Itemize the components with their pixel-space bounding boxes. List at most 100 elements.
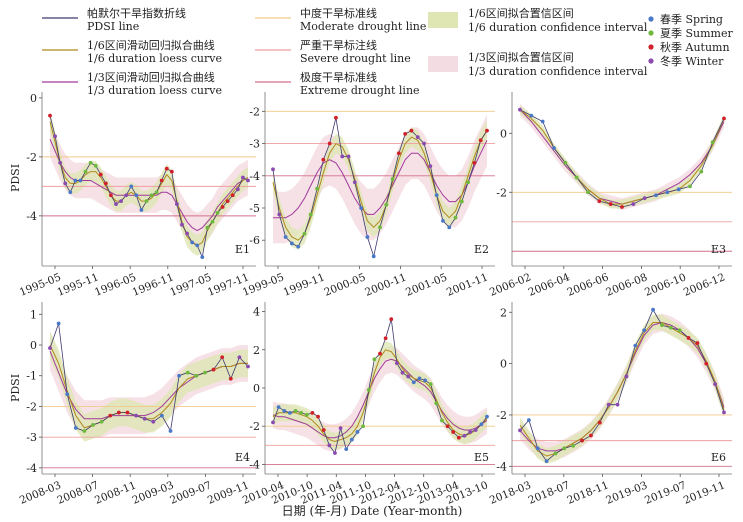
panel-id-label: E3 <box>711 243 726 256</box>
pdsi-point <box>144 199 149 204</box>
pdsi-point <box>53 134 57 139</box>
pdsi-point <box>205 225 210 230</box>
loess-1-3-curve <box>273 140 488 219</box>
ci-band-1-3 <box>520 103 724 210</box>
pdsi-point <box>688 184 692 189</box>
pdsi-point <box>56 321 61 326</box>
pdsi-point <box>83 169 88 174</box>
pdsi-point <box>478 138 483 143</box>
y-axis-label-top: PDSI <box>9 164 22 192</box>
x-tick-label: 2019-11 <box>682 479 727 506</box>
pdsi-point <box>589 433 593 438</box>
legend-label-en: PDSI line <box>87 20 139 33</box>
legend-label-zh: 1/3区间滑动回归拟合曲线 <box>87 70 215 84</box>
legend-label-zh: 极度干旱标准线 <box>300 70 377 84</box>
y-tick-label: -6 <box>249 234 260 247</box>
pdsi-point <box>642 196 647 201</box>
pdsi-point <box>185 370 190 375</box>
pdsi-point <box>160 413 164 418</box>
chart-panels: 0 -2 -4 1995-051995-111996-051996-111997-05… <box>18 92 732 507</box>
ci-band-1-6 <box>50 331 248 442</box>
pdsi-point <box>327 443 332 448</box>
pdsi-point <box>203 370 207 375</box>
ci-band-1-3 <box>273 114 487 244</box>
pdsi-point <box>615 402 620 407</box>
pdsi-point <box>580 438 584 443</box>
panel-e3: 0 -2 2006-022006-042006-062006-082006-1020… <box>488 92 732 299</box>
pdsi-point <box>48 346 52 350</box>
pdsi-point <box>620 205 624 209</box>
x-tick-label: 2000-05 <box>322 271 367 298</box>
pdsi-point <box>710 140 715 145</box>
loess-1-6-curve <box>519 109 725 205</box>
pdsi-point <box>654 193 658 198</box>
pdsi-point <box>459 199 464 204</box>
pdsi-point <box>169 169 174 174</box>
x-tick-label: 2018-07 <box>527 479 572 506</box>
plot-area <box>265 110 495 259</box>
pdsi-point <box>200 255 205 260</box>
x-tick-label: 2019-03 <box>604 479 649 506</box>
pdsi-point <box>563 160 568 165</box>
legend-swatch-band <box>428 56 458 72</box>
pdsi-point <box>139 208 144 212</box>
pdsi-point <box>338 426 343 431</box>
pdsi-point <box>73 178 78 183</box>
pdsi-point <box>151 419 156 424</box>
pdsi-point <box>316 414 320 419</box>
pdsi-point <box>93 163 98 168</box>
pdsi-point <box>668 325 673 330</box>
pdsi-point <box>434 193 439 198</box>
x-tick-label: 2008-07 <box>55 479 100 506</box>
pdsi-point <box>304 412 309 417</box>
legend-season-label: 夏季 Summer <box>660 27 733 40</box>
pdsi-point <box>91 422 95 427</box>
pdsi-point <box>235 187 240 192</box>
pdsi-point <box>677 328 682 333</box>
x-tick-label: 1995-05 <box>18 271 63 298</box>
x-tick-label: 2001-11 <box>445 271 490 298</box>
legend-label-zh: 帕默尔干旱指数折线 <box>87 6 186 20</box>
x-tick-label: 2006-08 <box>604 271 649 298</box>
ci-band-1-6 <box>520 105 724 209</box>
legend-label-en: 1/6 duration confidence interval <box>468 21 648 34</box>
panel-id-label: E5 <box>474 451 489 464</box>
pdsi-point <box>344 447 349 452</box>
panel-id-label: E1 <box>235 243 250 256</box>
y-tick-label: 0 <box>500 127 507 140</box>
pdsi-point <box>722 116 726 121</box>
pdsi-point <box>462 433 467 438</box>
pdsi-point <box>428 382 433 387</box>
pdsi-point <box>359 206 364 210</box>
pdsi-point <box>134 413 138 418</box>
ci-band-1-6 <box>273 121 487 250</box>
pdsi-point <box>485 128 489 133</box>
pdsi-point <box>586 190 590 195</box>
y-tick-label: -4 <box>496 460 507 473</box>
pdsi-point <box>526 418 531 422</box>
pdsi-point <box>535 446 540 451</box>
x-tick-label: 2006-06 <box>565 271 610 299</box>
ci-band-1-3 <box>50 121 248 249</box>
pdsi-point <box>321 428 326 432</box>
pdsi-point <box>271 420 275 425</box>
ci-band-1-6 <box>273 341 487 451</box>
pdsi-point <box>340 154 345 159</box>
legend-season-dot <box>648 16 654 22</box>
pdsi-point <box>129 184 134 189</box>
pdsi-point <box>485 414 489 419</box>
pdsi-point <box>63 181 68 186</box>
pdsi-point <box>473 428 478 432</box>
pdsi-point <box>456 435 461 440</box>
pdsi-point <box>315 186 319 191</box>
y-tick-label: -1 <box>26 370 37 383</box>
pdsi-point <box>722 410 726 415</box>
pdsi-point <box>210 219 215 224</box>
y-tick-label: 4 <box>253 306 260 319</box>
plot-area <box>265 317 495 465</box>
pdsi-point <box>296 244 301 249</box>
pdsi-point <box>466 180 471 185</box>
pdsi-point <box>378 225 382 230</box>
pdsi-point <box>355 430 360 434</box>
